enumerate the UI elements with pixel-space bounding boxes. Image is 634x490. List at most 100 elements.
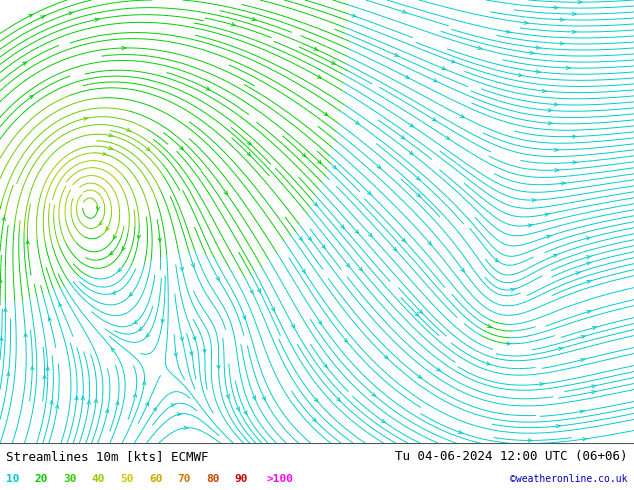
FancyArrowPatch shape	[417, 194, 420, 197]
FancyArrowPatch shape	[134, 320, 138, 323]
FancyArrowPatch shape	[314, 398, 318, 402]
FancyArrowPatch shape	[146, 147, 150, 151]
Text: 40: 40	[92, 474, 105, 485]
FancyArrowPatch shape	[410, 151, 413, 154]
FancyArrowPatch shape	[442, 67, 446, 70]
FancyArrowPatch shape	[41, 16, 46, 19]
FancyArrowPatch shape	[59, 303, 62, 307]
FancyArrowPatch shape	[30, 367, 34, 370]
FancyArrowPatch shape	[133, 393, 137, 397]
FancyArrowPatch shape	[112, 348, 115, 352]
FancyArrowPatch shape	[81, 396, 84, 400]
FancyArrowPatch shape	[75, 396, 78, 400]
FancyArrowPatch shape	[532, 198, 536, 202]
FancyArrowPatch shape	[145, 402, 148, 406]
FancyArrowPatch shape	[318, 75, 321, 78]
FancyArrowPatch shape	[143, 381, 146, 385]
FancyArrowPatch shape	[50, 401, 53, 404]
FancyArrowPatch shape	[158, 238, 162, 242]
Text: Streamlines 10m [kts] ECMWF: Streamlines 10m [kts] ECMWF	[6, 450, 209, 464]
FancyArrowPatch shape	[99, 221, 103, 225]
FancyArrowPatch shape	[583, 438, 587, 441]
FancyArrowPatch shape	[560, 42, 564, 45]
FancyArrowPatch shape	[87, 401, 91, 404]
FancyArrowPatch shape	[56, 405, 59, 409]
FancyArrowPatch shape	[29, 96, 33, 99]
FancyArrowPatch shape	[0, 279, 2, 283]
Text: 60: 60	[149, 474, 162, 485]
FancyArrowPatch shape	[216, 277, 219, 280]
Text: 70: 70	[178, 474, 191, 485]
FancyArrowPatch shape	[403, 10, 407, 13]
FancyArrowPatch shape	[419, 310, 422, 313]
FancyArrowPatch shape	[179, 146, 183, 150]
FancyArrowPatch shape	[6, 372, 10, 376]
FancyArrowPatch shape	[243, 316, 246, 319]
FancyArrowPatch shape	[252, 395, 256, 399]
FancyArrowPatch shape	[122, 47, 126, 49]
FancyArrowPatch shape	[24, 333, 27, 337]
FancyArrowPatch shape	[384, 355, 388, 359]
FancyArrowPatch shape	[355, 121, 359, 124]
FancyArrowPatch shape	[193, 337, 196, 340]
FancyArrowPatch shape	[553, 254, 558, 257]
FancyArrowPatch shape	[555, 148, 559, 151]
FancyArrowPatch shape	[291, 324, 294, 328]
FancyArrowPatch shape	[340, 225, 344, 228]
FancyArrowPatch shape	[313, 418, 316, 421]
FancyArrowPatch shape	[554, 103, 559, 106]
FancyArrowPatch shape	[206, 87, 210, 90]
FancyArrowPatch shape	[191, 263, 195, 267]
FancyArrowPatch shape	[257, 289, 261, 293]
FancyArrowPatch shape	[346, 263, 349, 267]
FancyArrowPatch shape	[536, 70, 541, 74]
FancyArrowPatch shape	[236, 407, 239, 410]
FancyArrowPatch shape	[401, 136, 404, 139]
FancyArrowPatch shape	[415, 313, 418, 316]
FancyArrowPatch shape	[48, 318, 51, 321]
FancyArrowPatch shape	[587, 280, 592, 284]
FancyArrowPatch shape	[174, 353, 178, 356]
FancyArrowPatch shape	[105, 410, 109, 413]
FancyArrowPatch shape	[352, 14, 357, 17]
Text: Tu 04-06-2024 12:00 UTC (06+06): Tu 04-06-2024 12:00 UTC (06+06)	[395, 450, 628, 464]
FancyArrowPatch shape	[446, 136, 450, 139]
FancyArrowPatch shape	[337, 397, 340, 401]
FancyArrowPatch shape	[405, 75, 409, 78]
FancyArrowPatch shape	[129, 293, 133, 296]
Text: 20: 20	[35, 474, 48, 485]
FancyArrowPatch shape	[402, 238, 405, 242]
FancyArrowPatch shape	[321, 245, 325, 248]
Text: >100: >100	[266, 474, 294, 485]
FancyArrowPatch shape	[592, 326, 597, 330]
FancyArrowPatch shape	[377, 165, 380, 169]
FancyArrowPatch shape	[559, 347, 563, 350]
FancyArrowPatch shape	[478, 46, 482, 49]
FancyArrowPatch shape	[507, 30, 511, 33]
FancyArrowPatch shape	[581, 359, 585, 362]
FancyArrowPatch shape	[548, 122, 553, 125]
Text: 30: 30	[63, 474, 77, 485]
FancyArrowPatch shape	[84, 117, 88, 121]
FancyArrowPatch shape	[332, 61, 335, 64]
FancyArrowPatch shape	[46, 367, 49, 370]
FancyArrowPatch shape	[368, 191, 371, 195]
FancyArrowPatch shape	[178, 413, 182, 416]
FancyArrowPatch shape	[29, 15, 32, 18]
FancyArrowPatch shape	[122, 246, 126, 250]
FancyArrowPatch shape	[587, 310, 592, 314]
FancyArrowPatch shape	[555, 169, 559, 172]
FancyArrowPatch shape	[461, 268, 464, 272]
FancyArrowPatch shape	[308, 237, 311, 241]
FancyArrowPatch shape	[519, 74, 523, 76]
FancyArrowPatch shape	[394, 53, 399, 56]
FancyArrowPatch shape	[381, 419, 385, 422]
Text: 50: 50	[120, 474, 134, 485]
Text: ©weatheronline.co.uk: ©weatheronline.co.uk	[510, 474, 628, 485]
FancyArrowPatch shape	[528, 224, 533, 227]
FancyArrowPatch shape	[247, 152, 250, 156]
FancyArrowPatch shape	[432, 118, 436, 121]
FancyArrowPatch shape	[548, 109, 553, 112]
FancyArrowPatch shape	[314, 47, 318, 50]
FancyArrowPatch shape	[106, 227, 110, 230]
